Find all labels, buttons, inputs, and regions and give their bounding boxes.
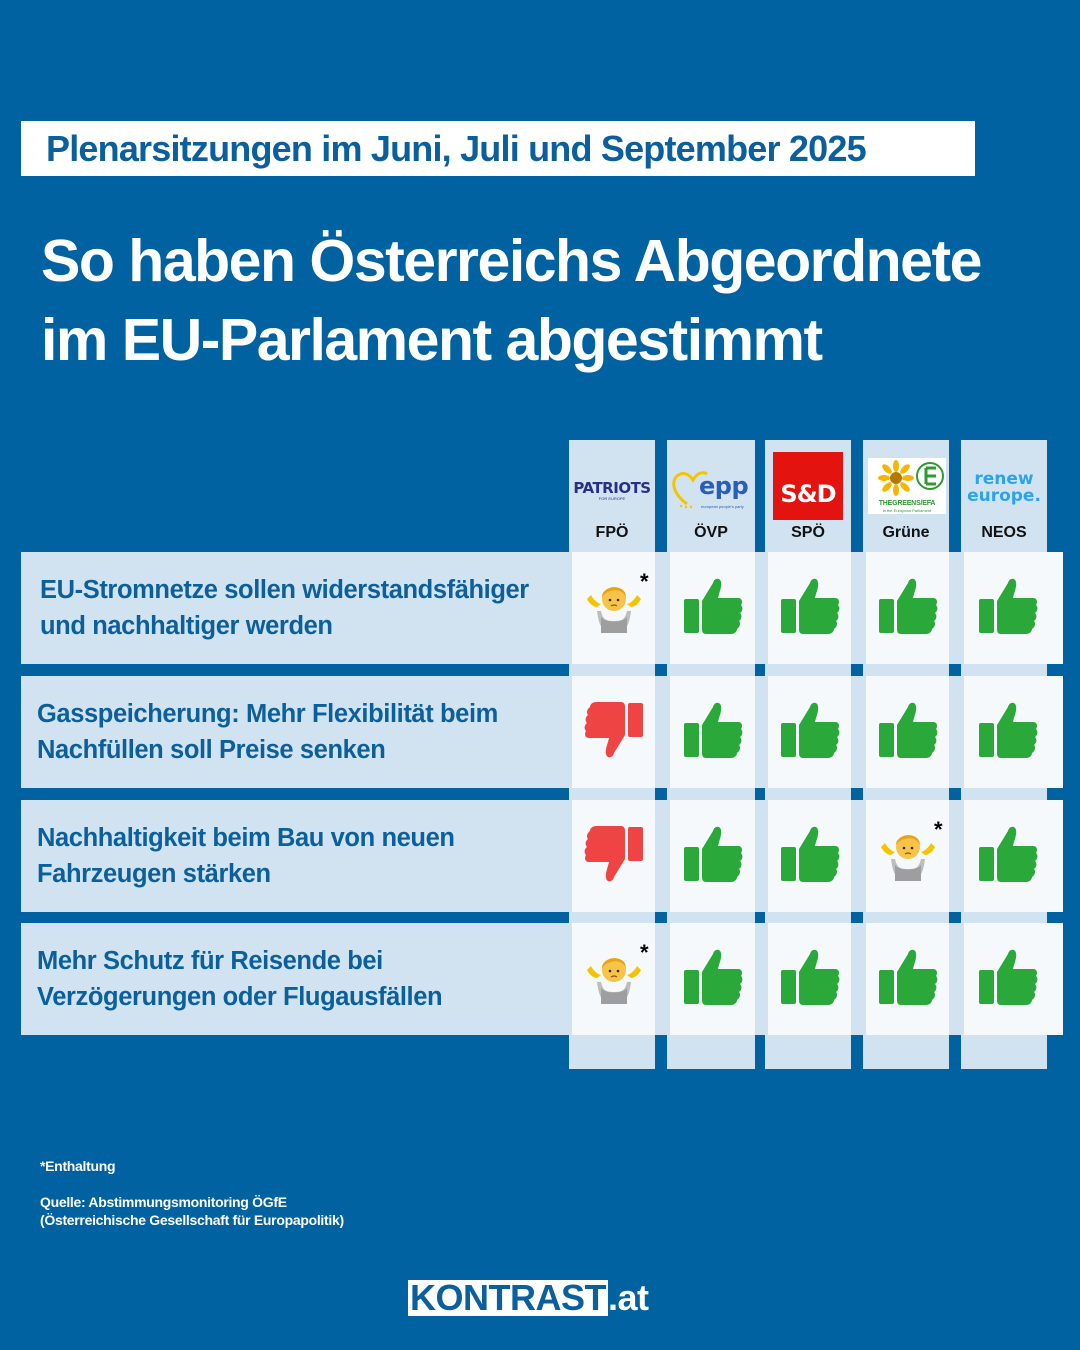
thumbs-up-icon <box>978 701 1038 764</box>
vote-cell <box>768 923 851 1035</box>
source-line-2: (Österreichische Gesellschaft für Europa… <box>40 1212 344 1228</box>
thumbs-up-icon <box>978 825 1038 888</box>
kontrast-logo: KONTRAST .at <box>408 1280 649 1316</box>
vote-cell: * <box>866 800 949 912</box>
kontrast-logo-tld: .at <box>608 1277 649 1318</box>
thumbs-up-icon <box>780 825 840 888</box>
kontrast-logo-main: KONTRAST <box>408 1277 608 1318</box>
party-name-grune: Grüne <box>882 524 930 541</box>
abstention-marker: * <box>933 816 943 842</box>
party-name-neos: NEOS <box>981 524 1027 541</box>
row-topic-text: Nachhaltigkeit beim Bau von neuen Fahrze… <box>37 824 455 888</box>
thumbs-up-icon <box>780 701 840 764</box>
vote-cell <box>670 676 755 788</box>
sd-logo: S&D <box>773 452 843 520</box>
page-title: So haben Österreichs Abgeordnete im EU-P… <box>41 228 982 373</box>
source-line-1: Quelle: Abstimmungsmonitoring ÖGfE <box>40 1194 287 1210</box>
vote-cell <box>866 552 949 664</box>
patriots-logo: PATRIOTS FOR EUROPE <box>573 478 651 501</box>
thumbs-up-icon <box>878 577 938 640</box>
vote-cell <box>964 923 1063 1035</box>
subtitle-banner <box>21 121 975 176</box>
vote-cell <box>964 676 1063 788</box>
row-topic-text: Mehr Schutz für Reisende bei Verzögerung… <box>37 947 443 1011</box>
thumbs-up-icon <box>878 701 938 764</box>
thumbs-up-icon <box>683 577 743 640</box>
thumbs-up-icon <box>878 948 938 1011</box>
vote-cell: * <box>572 552 655 664</box>
vote-cell <box>768 676 851 788</box>
thumbs-up-icon <box>978 948 1038 1011</box>
vote-cell <box>670 552 755 664</box>
thumbs-up-icon <box>780 948 840 1011</box>
abstention-marker: * <box>639 568 649 594</box>
row-topic-text: Gasspeicherung: Mehr Flexibilität beim N… <box>37 700 498 764</box>
thumbs-down-icon <box>584 701 644 764</box>
row-topic-text: EU-Stromnetze sollen widerstandsfähiger … <box>40 576 529 640</box>
party-name-fpo: FPÖ <box>595 524 629 541</box>
vote-cell <box>572 676 655 788</box>
vote-cell <box>964 552 1063 664</box>
row-topic: EU-Stromnetze sollen widerstandsfähiger … <box>40 552 565 664</box>
thumbs-down-icon <box>584 825 644 888</box>
footnote-abstention: *Enthaltung <box>40 1158 116 1174</box>
party-name-ovp: ÖVP <box>694 524 728 541</box>
greens-efa-logo: THEGREENS/EFA in the European Parliament <box>868 458 946 514</box>
thumbs-up-icon <box>683 948 743 1011</box>
subtitle: Plenarsitzungen im Juni, Juli und Septem… <box>46 128 867 169</box>
vote-cell <box>670 923 755 1035</box>
epp-heart-icon <box>672 471 708 509</box>
shrug-icon: * <box>877 817 943 888</box>
vote-cell: * <box>572 923 655 1035</box>
abstention-marker: * <box>639 939 649 965</box>
party-name-spo: SPÖ <box>791 524 825 541</box>
vote-cell <box>670 800 755 912</box>
vote-cell <box>768 552 851 664</box>
sunflower-icon <box>878 460 944 496</box>
shrug-icon: * <box>583 940 649 1011</box>
shrug-icon: * <box>583 569 649 640</box>
row-topic: Mehr Schutz für Reisende bei Verzögerung… <box>37 923 562 1035</box>
row-topic: Gasspeicherung: Mehr Flexibilität beim N… <box>37 676 562 788</box>
thumbs-up-icon <box>683 701 743 764</box>
row-topic: Nachhaltigkeit beim Bau von neuen Fahrze… <box>37 800 562 912</box>
epp-logo: epp european people's party <box>669 468 751 512</box>
vote-cell <box>964 800 1063 912</box>
renew-europe-logo: renew europe. <box>967 469 1041 506</box>
vote-cell <box>572 800 655 912</box>
vote-cell <box>866 676 949 788</box>
vote-cell <box>866 923 949 1035</box>
vote-cell <box>768 800 851 912</box>
thumbs-up-icon <box>683 825 743 888</box>
thumbs-up-icon <box>780 577 840 640</box>
thumbs-up-icon <box>978 577 1038 640</box>
